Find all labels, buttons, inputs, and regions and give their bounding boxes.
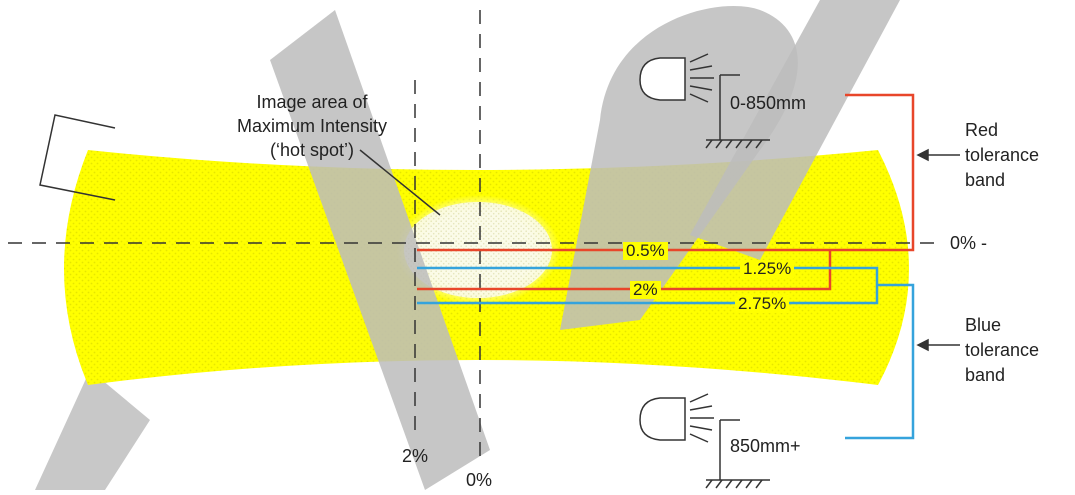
blue-line-label: 2.75% (735, 295, 790, 313)
ground-hatch-icon (705, 419, 770, 489)
red-line-label: 0.5% (623, 242, 668, 260)
red-band-label-line: tolerance (965, 145, 1040, 165)
blue-tolerance-lines (417, 266, 915, 440)
arrow-left-icon (916, 338, 960, 352)
headlamp-icon (639, 53, 714, 103)
watermark-back (35, 370, 150, 490)
hot-spot-label-line: Image area of (256, 92, 368, 112)
blue-band-label-line: Blue (965, 315, 1002, 335)
red-band-label: Red tolerance band (965, 118, 1039, 193)
blue-band-label-line: band (965, 365, 1006, 385)
axis-0pct-label: 0% (466, 470, 493, 490)
ground-hatch-icon (705, 74, 770, 149)
blue-line-label: 1.25% (740, 260, 795, 278)
headlamp-icon (639, 393, 714, 443)
zero-horizontal-label: 0% - (950, 233, 988, 253)
red-band-label-line: band (965, 170, 1006, 190)
hot-spot-pointer (359, 149, 441, 216)
lamp-far-label: 850mm+ (730, 436, 801, 456)
hot-spot-label-line: Maximum Intensity (236, 116, 388, 136)
windshield-outline (39, 114, 116, 201)
hot-spot-label: Image area of Maximum Intensity (‘hot sp… (222, 90, 402, 162)
red-band-label-line: Red (965, 120, 999, 140)
arrow-left-icon (916, 148, 960, 162)
blue-band-label-line: tolerance (965, 340, 1040, 360)
hot-spot-label-line: (‘hot spot’) (269, 140, 355, 160)
blue-band-label: Blue tolerance band (965, 313, 1039, 388)
red-line-label: 2% (630, 281, 661, 299)
axis-2pct-label: 2% (402, 446, 429, 466)
lamp-near-label: 0-850mm (730, 93, 807, 113)
